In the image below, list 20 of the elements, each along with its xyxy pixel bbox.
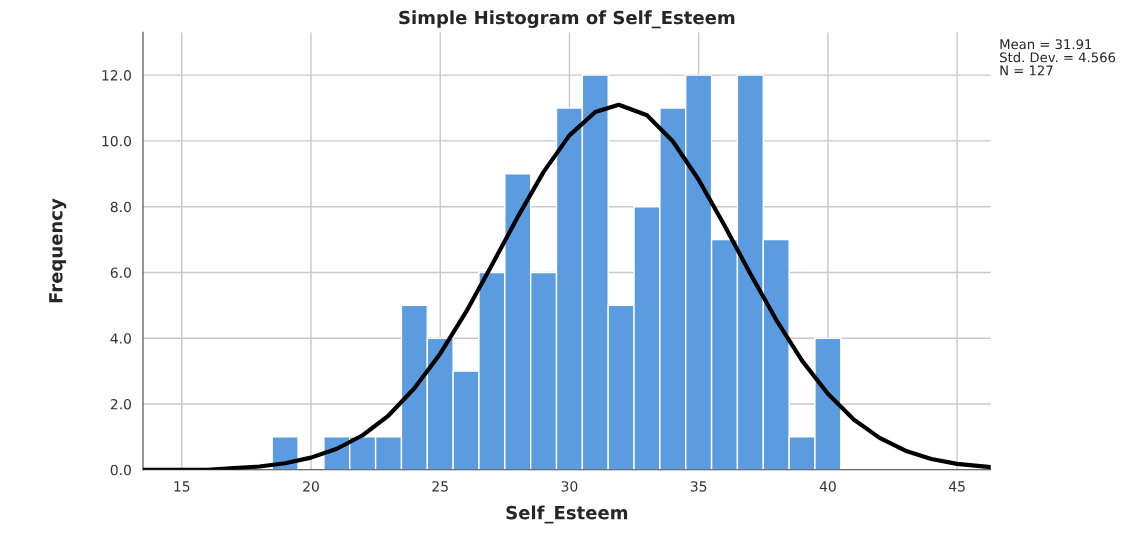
y-tick-label: 4.0 xyxy=(110,333,131,344)
x-tick-label: 45 xyxy=(948,481,965,492)
text: N = 127 xyxy=(1000,65,1053,76)
x-tick-label: 25 xyxy=(432,481,448,492)
x-tick-label: 30 xyxy=(561,481,578,492)
x-tick-label: 35 xyxy=(690,481,707,492)
x-tick-label: 40 xyxy=(819,481,836,492)
x-tick-label: 15 xyxy=(174,481,190,492)
text: Mean = 31.91 xyxy=(1000,39,1092,50)
x-tick-label: 20 xyxy=(303,481,319,492)
y-tick-label: 10.0 xyxy=(102,135,131,147)
text: Std. Dev. = 4.566 xyxy=(1000,52,1116,63)
y-tick-label: 12.0 xyxy=(102,70,131,81)
x-axis-title: Self_Esteem xyxy=(506,505,628,524)
y-tick-label: 6.0 xyxy=(110,267,131,278)
y-tick-label: 8.0 xyxy=(110,201,131,213)
y-tick-label: 0.0 xyxy=(110,464,131,476)
chart-title: Simple Histogram of Self_Esteem xyxy=(399,10,735,29)
y-tick-label: 2.0 xyxy=(110,398,131,410)
y-axis-title: Frequency xyxy=(49,198,67,303)
